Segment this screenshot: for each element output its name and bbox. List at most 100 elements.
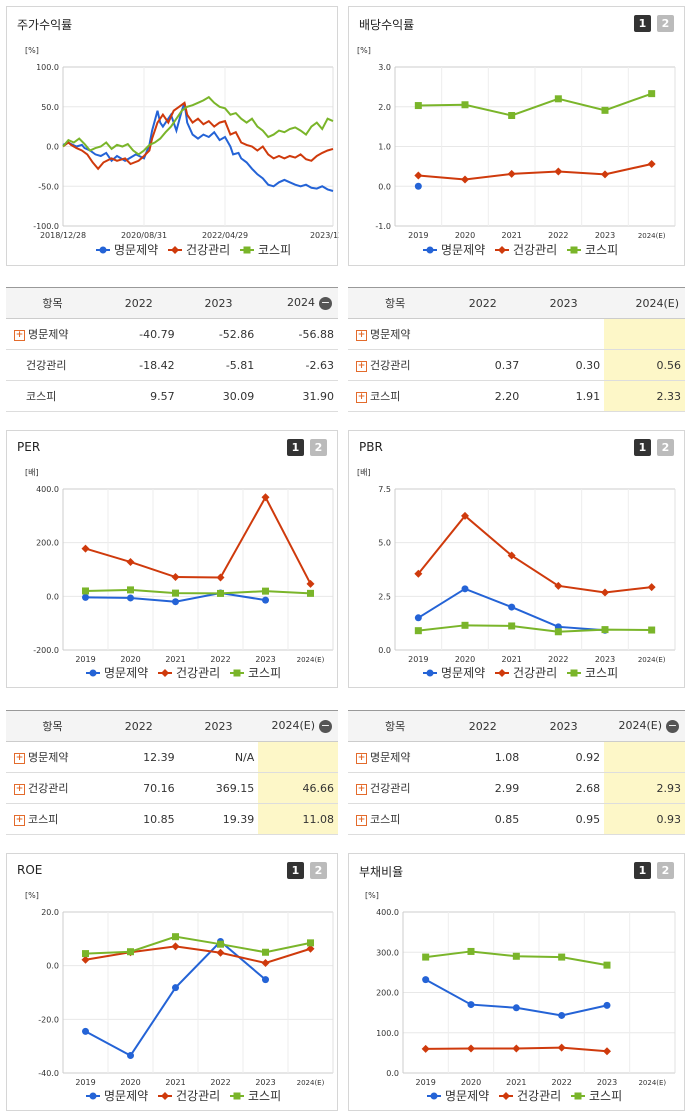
row-label[interactable]: + 명문제약 bbox=[6, 318, 99, 350]
data-point[interactable] bbox=[262, 596, 269, 604]
data-point[interactable] bbox=[554, 628, 562, 636]
data-point[interactable] bbox=[467, 1001, 475, 1009]
data-point[interactable] bbox=[422, 953, 430, 961]
legend-marker[interactable] bbox=[570, 669, 578, 677]
legend-marker[interactable] bbox=[99, 246, 107, 254]
data-point[interactable] bbox=[461, 175, 469, 184]
expand-icon[interactable]: + bbox=[356, 783, 367, 795]
collapse-icon[interactable]: − bbox=[319, 295, 332, 310]
data-point[interactable] bbox=[307, 939, 314, 947]
data-point[interactable] bbox=[82, 587, 89, 595]
row-label[interactable]: + 명문제약 bbox=[6, 741, 99, 773]
data-point[interactable] bbox=[461, 101, 469, 109]
data-point[interactable] bbox=[554, 95, 562, 103]
view-2-button[interactable]: 2 bbox=[657, 439, 674, 456]
data-point[interactable] bbox=[507, 169, 516, 178]
data-point[interactable] bbox=[216, 573, 225, 582]
collapse-icon[interactable]: − bbox=[666, 718, 679, 733]
legend-marker[interactable] bbox=[161, 669, 169, 677]
data-point[interactable] bbox=[421, 1044, 430, 1053]
legend-marker[interactable] bbox=[233, 1092, 241, 1100]
data-point[interactable] bbox=[601, 626, 609, 634]
data-point[interactable] bbox=[461, 621, 469, 629]
row-label[interactable]: + 건강관리 bbox=[348, 772, 443, 804]
data-point[interactable] bbox=[82, 1027, 89, 1035]
view-2-button[interactable]: 2 bbox=[657, 15, 674, 32]
legend-marker[interactable] bbox=[430, 1092, 438, 1100]
data-point[interactable] bbox=[127, 586, 134, 594]
data-point[interactable] bbox=[603, 1001, 611, 1009]
data-point[interactable] bbox=[414, 102, 422, 110]
data-point[interactable] bbox=[82, 950, 89, 958]
data-point[interactable] bbox=[82, 593, 89, 601]
data-point[interactable] bbox=[558, 1011, 566, 1019]
data-point[interactable] bbox=[603, 961, 611, 969]
data-point[interactable] bbox=[601, 588, 609, 597]
data-point[interactable] bbox=[648, 626, 656, 634]
data-point[interactable] bbox=[601, 170, 609, 179]
collapse-icon[interactable]: − bbox=[319, 718, 332, 733]
row-label[interactable]: + 코스피 bbox=[348, 380, 443, 412]
row-label[interactable]: + 코스피 bbox=[348, 803, 443, 835]
legend-marker[interactable] bbox=[171, 246, 179, 254]
data-point[interactable] bbox=[127, 594, 134, 602]
view-2-button[interactable]: 2 bbox=[310, 862, 327, 879]
data-point[interactable] bbox=[172, 598, 179, 606]
legend-marker[interactable] bbox=[426, 246, 434, 254]
expand-icon[interactable]: + bbox=[356, 391, 367, 403]
view-2-button[interactable]: 2 bbox=[657, 862, 674, 879]
data-point[interactable] bbox=[126, 557, 135, 566]
data-point[interactable] bbox=[648, 90, 656, 98]
row-label[interactable]: + 명문제약 bbox=[348, 741, 443, 773]
data-point[interactable] bbox=[467, 947, 475, 955]
legend-marker[interactable] bbox=[570, 246, 578, 254]
expand-icon[interactable]: + bbox=[356, 360, 367, 372]
data-point[interactable] bbox=[508, 111, 516, 119]
data-point[interactable] bbox=[647, 159, 656, 168]
data-point[interactable] bbox=[127, 1052, 134, 1060]
expand-icon[interactable]: + bbox=[14, 814, 25, 826]
data-point[interactable] bbox=[262, 948, 269, 956]
data-point[interactable] bbox=[554, 167, 563, 176]
data-point[interactable] bbox=[512, 1044, 521, 1053]
data-point[interactable] bbox=[601, 106, 609, 114]
data-point[interactable] bbox=[414, 182, 422, 190]
data-point[interactable] bbox=[414, 614, 422, 622]
data-point[interactable] bbox=[306, 944, 315, 953]
data-point[interactable] bbox=[306, 579, 315, 588]
data-point[interactable] bbox=[467, 1044, 475, 1053]
expand-icon[interactable]: + bbox=[356, 814, 367, 826]
view-2-button[interactable]: 2 bbox=[310, 439, 327, 456]
data-point[interactable] bbox=[558, 953, 566, 961]
data-point[interactable] bbox=[422, 976, 430, 984]
legend-marker[interactable] bbox=[233, 669, 241, 677]
data-point[interactable] bbox=[172, 589, 179, 597]
view-1-button[interactable]: 1 bbox=[287, 439, 304, 456]
row-label[interactable]: + 건강관리 bbox=[6, 772, 99, 804]
row-label[interactable]: + 코스피 bbox=[6, 803, 99, 835]
view-1-button[interactable]: 1 bbox=[287, 862, 304, 879]
data-point[interactable] bbox=[216, 948, 225, 957]
data-point[interactable] bbox=[307, 589, 314, 597]
data-point[interactable] bbox=[414, 171, 423, 180]
data-point[interactable] bbox=[172, 984, 179, 992]
legend-marker[interactable] bbox=[498, 669, 506, 677]
data-point[interactable] bbox=[603, 1047, 611, 1056]
data-point[interactable] bbox=[171, 573, 180, 582]
legend-marker[interactable] bbox=[502, 1092, 510, 1100]
data-point[interactable] bbox=[262, 976, 269, 984]
data-point[interactable] bbox=[261, 958, 270, 967]
data-point[interactable] bbox=[508, 622, 516, 630]
data-point[interactable] bbox=[647, 583, 656, 592]
data-point[interactable] bbox=[508, 603, 516, 611]
expand-icon[interactable]: + bbox=[14, 752, 25, 764]
legend-marker[interactable] bbox=[426, 669, 434, 677]
legend-marker[interactable] bbox=[89, 669, 97, 677]
row-label[interactable]: + 명문제약 bbox=[348, 318, 443, 350]
expand-icon[interactable]: + bbox=[14, 783, 25, 795]
legend-marker[interactable] bbox=[574, 1092, 582, 1100]
expand-icon[interactable]: + bbox=[356, 329, 367, 341]
legend-marker[interactable] bbox=[161, 1092, 169, 1100]
expand-icon[interactable]: + bbox=[356, 752, 367, 764]
view-1-button[interactable]: 1 bbox=[634, 439, 651, 456]
